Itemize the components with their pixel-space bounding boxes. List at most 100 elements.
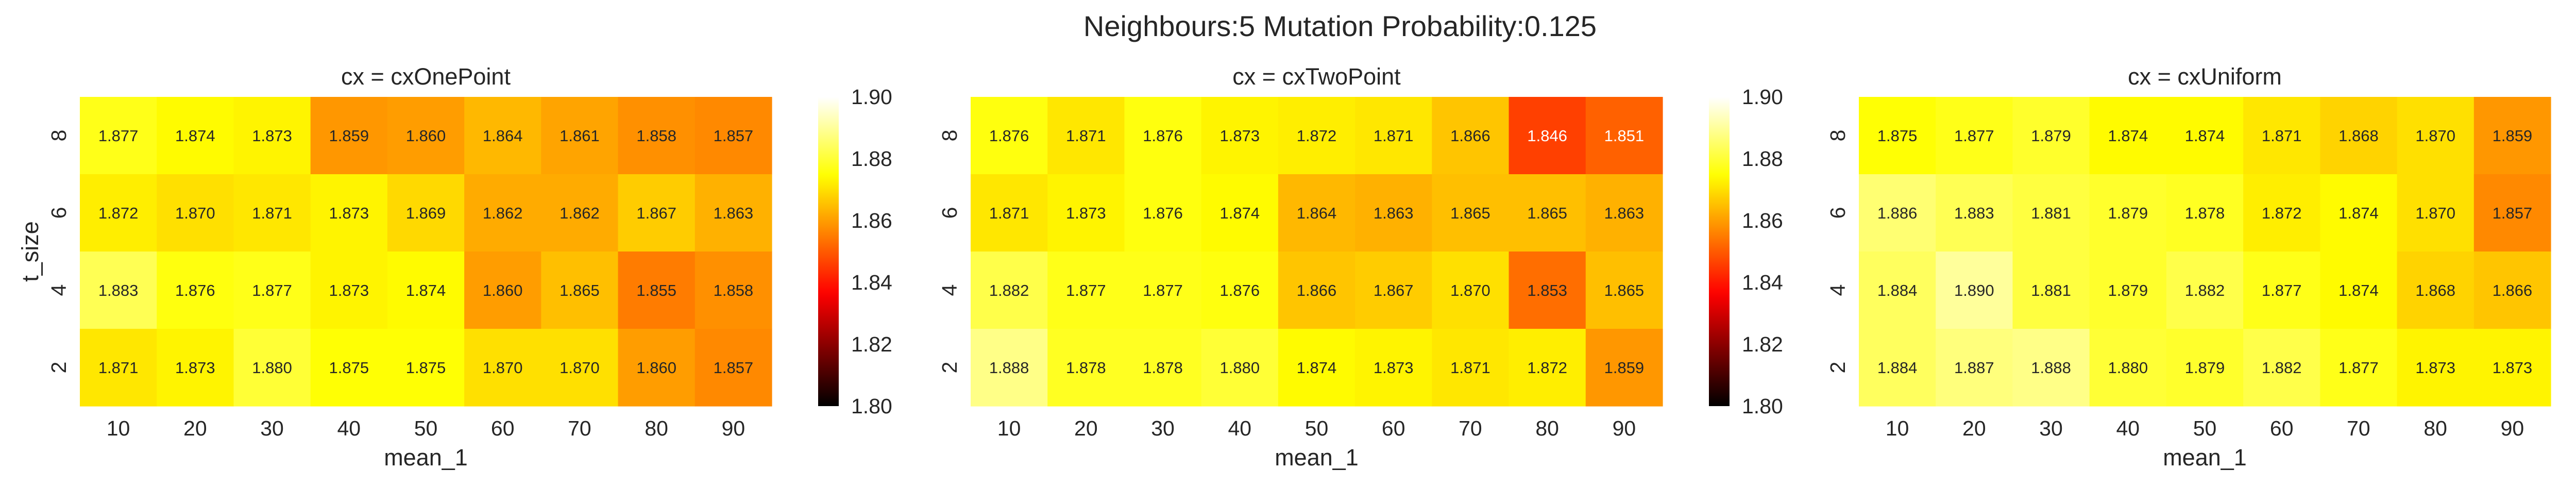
heatmap-cell bbox=[387, 174, 465, 252]
heatmap-cell bbox=[541, 174, 619, 252]
heatmap-cell bbox=[1124, 174, 1202, 252]
cell-value-label: 1.855 bbox=[636, 281, 676, 299]
colorbar-tick-label: 1.86 bbox=[851, 209, 892, 232]
cell-value-label: 1.876 bbox=[1143, 127, 1183, 145]
cell-value-label: 1.877 bbox=[98, 127, 139, 145]
heatmap-cell bbox=[1278, 252, 1355, 329]
cell-value-label: 1.876 bbox=[1219, 281, 1260, 299]
heatmap-cell bbox=[1201, 329, 1279, 407]
heatmap-cell bbox=[387, 252, 465, 329]
cell-value-label: 1.880 bbox=[1219, 359, 1260, 377]
x-tick-label: 80 bbox=[2424, 416, 2447, 440]
cell-value-label: 1.859 bbox=[1604, 359, 1645, 377]
heatmap-cell bbox=[1124, 252, 1202, 329]
heatmap-cell bbox=[694, 174, 772, 252]
cell-value-label: 1.879 bbox=[2031, 127, 2071, 145]
x-tick-label: 30 bbox=[1151, 416, 1175, 440]
cell-value-label: 1.870 bbox=[175, 204, 215, 222]
cell-value-label: 1.866 bbox=[1450, 127, 1490, 145]
x-tick-label: 20 bbox=[183, 416, 207, 440]
cell-value-label: 1.877 bbox=[252, 281, 292, 299]
cell-value-label: 1.876 bbox=[1143, 204, 1183, 222]
colorbar-tick-label: 1.88 bbox=[1742, 147, 1783, 171]
heatmap-cell bbox=[233, 174, 311, 252]
heatmap-cell bbox=[1936, 174, 2013, 252]
heatmap-cell bbox=[1124, 329, 1202, 407]
cell-value-label: 1.878 bbox=[2185, 204, 2225, 222]
heatmap-cell bbox=[618, 252, 696, 329]
x-axis-label: mean_1 bbox=[384, 444, 468, 471]
colorbar-tick-label: 1.84 bbox=[851, 271, 892, 294]
cell-value-label: 1.865 bbox=[1450, 204, 1490, 222]
cell-value-label: 1.860 bbox=[483, 281, 523, 299]
heatmap-cell bbox=[2166, 252, 2244, 329]
x-tick-label: 40 bbox=[1228, 416, 1251, 440]
cell-value-label: 1.851 bbox=[1604, 127, 1645, 145]
heatmap-cell bbox=[2320, 97, 2398, 175]
x-tick-label: 50 bbox=[1305, 416, 1329, 440]
y-axis-label: t_size bbox=[17, 221, 43, 282]
heatmap-cell bbox=[694, 97, 772, 175]
cell-value-label: 1.877 bbox=[2262, 281, 2302, 299]
x-tick-label: 30 bbox=[2039, 416, 2063, 440]
heatmap-cell bbox=[2243, 329, 2320, 407]
cell-value-label: 1.880 bbox=[252, 359, 292, 377]
cell-value-label: 1.874 bbox=[406, 281, 446, 299]
cell-value-label: 1.868 bbox=[2415, 281, 2455, 299]
cell-value-label: 1.863 bbox=[1374, 204, 1414, 222]
heatmap-cell bbox=[1201, 97, 1279, 175]
heatmap-cell bbox=[1047, 329, 1125, 407]
heatmap-cell bbox=[2166, 97, 2244, 175]
cell-value-label: 1.874 bbox=[1219, 204, 1260, 222]
cell-value-label: 1.874 bbox=[2108, 127, 2148, 145]
cell-value-label: 1.879 bbox=[2108, 204, 2148, 222]
cell-value-label: 1.865 bbox=[1527, 204, 1567, 222]
heatmap-cell bbox=[157, 329, 234, 407]
heatmap-cell bbox=[541, 252, 619, 329]
heatmap-cell bbox=[1432, 97, 1510, 175]
heatmap-cell bbox=[541, 97, 619, 175]
cell-value-label: 1.877 bbox=[1066, 281, 1106, 299]
cell-value-label: 1.868 bbox=[2338, 127, 2379, 145]
heatmap-cell bbox=[2473, 329, 2551, 407]
cell-value-label: 1.871 bbox=[989, 204, 1029, 222]
heatmap-cell bbox=[157, 252, 234, 329]
cell-value-label: 1.881 bbox=[2031, 281, 2071, 299]
cell-value-label: 1.857 bbox=[714, 359, 754, 377]
y-tick-label: 8 bbox=[47, 130, 71, 142]
cell-value-label: 1.859 bbox=[2493, 127, 2533, 145]
heatmap-cell bbox=[1047, 97, 1125, 175]
colorbar-tick-label: 1.84 bbox=[1742, 271, 1783, 294]
x-tick-label: 70 bbox=[2347, 416, 2370, 440]
cell-value-label: 1.882 bbox=[2185, 281, 2225, 299]
heatmap-cell bbox=[1936, 97, 2013, 175]
cell-value-label: 1.873 bbox=[1219, 127, 1260, 145]
heatmap-cell bbox=[1355, 97, 1432, 175]
heatmap-cell bbox=[971, 329, 1048, 407]
heatmap-cell bbox=[1585, 174, 1663, 252]
y-tick-label: 4 bbox=[47, 284, 71, 296]
heatmap-cell bbox=[1278, 174, 1355, 252]
heatmap-cell bbox=[2243, 97, 2320, 175]
heatmap-cell bbox=[1509, 252, 1586, 329]
colorbar-tick-label: 1.82 bbox=[851, 332, 892, 356]
heatmap-cell bbox=[541, 329, 619, 407]
cell-value-label: 1.846 bbox=[1527, 127, 1567, 145]
heatmap-cell bbox=[694, 252, 772, 329]
cell-value-label: 1.874 bbox=[2185, 127, 2225, 145]
cell-value-label: 1.860 bbox=[406, 127, 446, 145]
cell-value-label: 1.864 bbox=[1297, 204, 1337, 222]
heatmap-cell bbox=[1859, 329, 1936, 407]
cell-value-label: 1.863 bbox=[1604, 204, 1645, 222]
x-tick-label: 70 bbox=[568, 416, 591, 440]
colorbar-tick-label: 1.90 bbox=[851, 85, 892, 109]
x-tick-label: 20 bbox=[1962, 416, 1986, 440]
heatmap-cell bbox=[971, 97, 1048, 175]
x-tick-label: 80 bbox=[645, 416, 668, 440]
cell-value-label: 1.873 bbox=[2415, 359, 2455, 377]
heatmap-cell bbox=[2089, 252, 2167, 329]
heatmap-cell bbox=[971, 252, 1048, 329]
heatmap-cell bbox=[1936, 329, 2013, 407]
heatmap-cell bbox=[157, 174, 234, 252]
